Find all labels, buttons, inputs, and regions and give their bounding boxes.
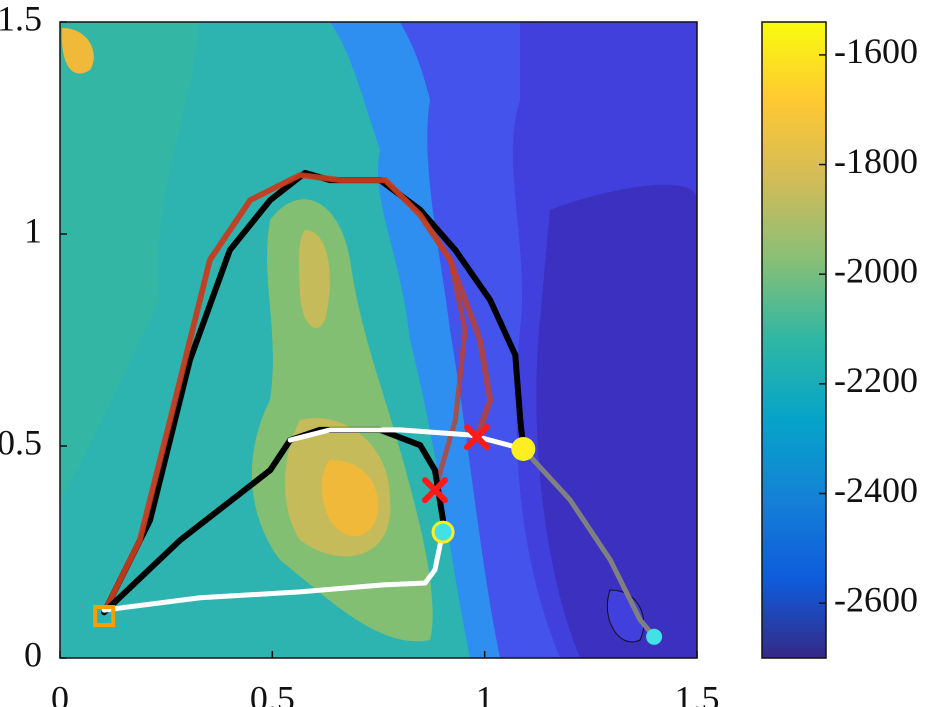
path-line <box>287 427 526 452</box>
x-tick-label: 1 <box>476 678 494 707</box>
colorbar-tick-label: -2000 <box>834 250 918 290</box>
marker-circle <box>511 436 536 461</box>
paths <box>93 169 663 645</box>
y-tick-label: 0.5 <box>0 422 42 462</box>
marker-square <box>93 605 116 628</box>
marker-cross <box>464 424 491 451</box>
marker-cross <box>421 477 448 504</box>
y-tick-label: 0 <box>24 634 42 674</box>
colorbar-tick-label: -1800 <box>834 141 918 181</box>
plot-frame <box>59 21 698 659</box>
path-line <box>101 172 468 615</box>
colorbar-tick-label: -2200 <box>834 360 918 400</box>
y-tick-label: 1.5 <box>0 0 42 38</box>
x-tick-label: 0 <box>51 678 69 707</box>
path-line <box>101 529 446 613</box>
colorbar-tick-label: -1600 <box>834 31 918 71</box>
colorbar-tick-label: -2600 <box>834 579 918 619</box>
x-tick-label: 0.5 <box>250 678 295 707</box>
marker-dot <box>646 628 663 645</box>
y-tick-label: 1 <box>24 210 42 250</box>
path-line <box>520 446 657 640</box>
path-line <box>101 426 447 616</box>
colorbar <box>761 21 827 659</box>
x-tick-label: 1.5 <box>675 678 720 707</box>
marker-ring <box>431 520 455 544</box>
colorbar-tick-label: -2400 <box>834 470 918 510</box>
contour-field <box>60 22 697 658</box>
